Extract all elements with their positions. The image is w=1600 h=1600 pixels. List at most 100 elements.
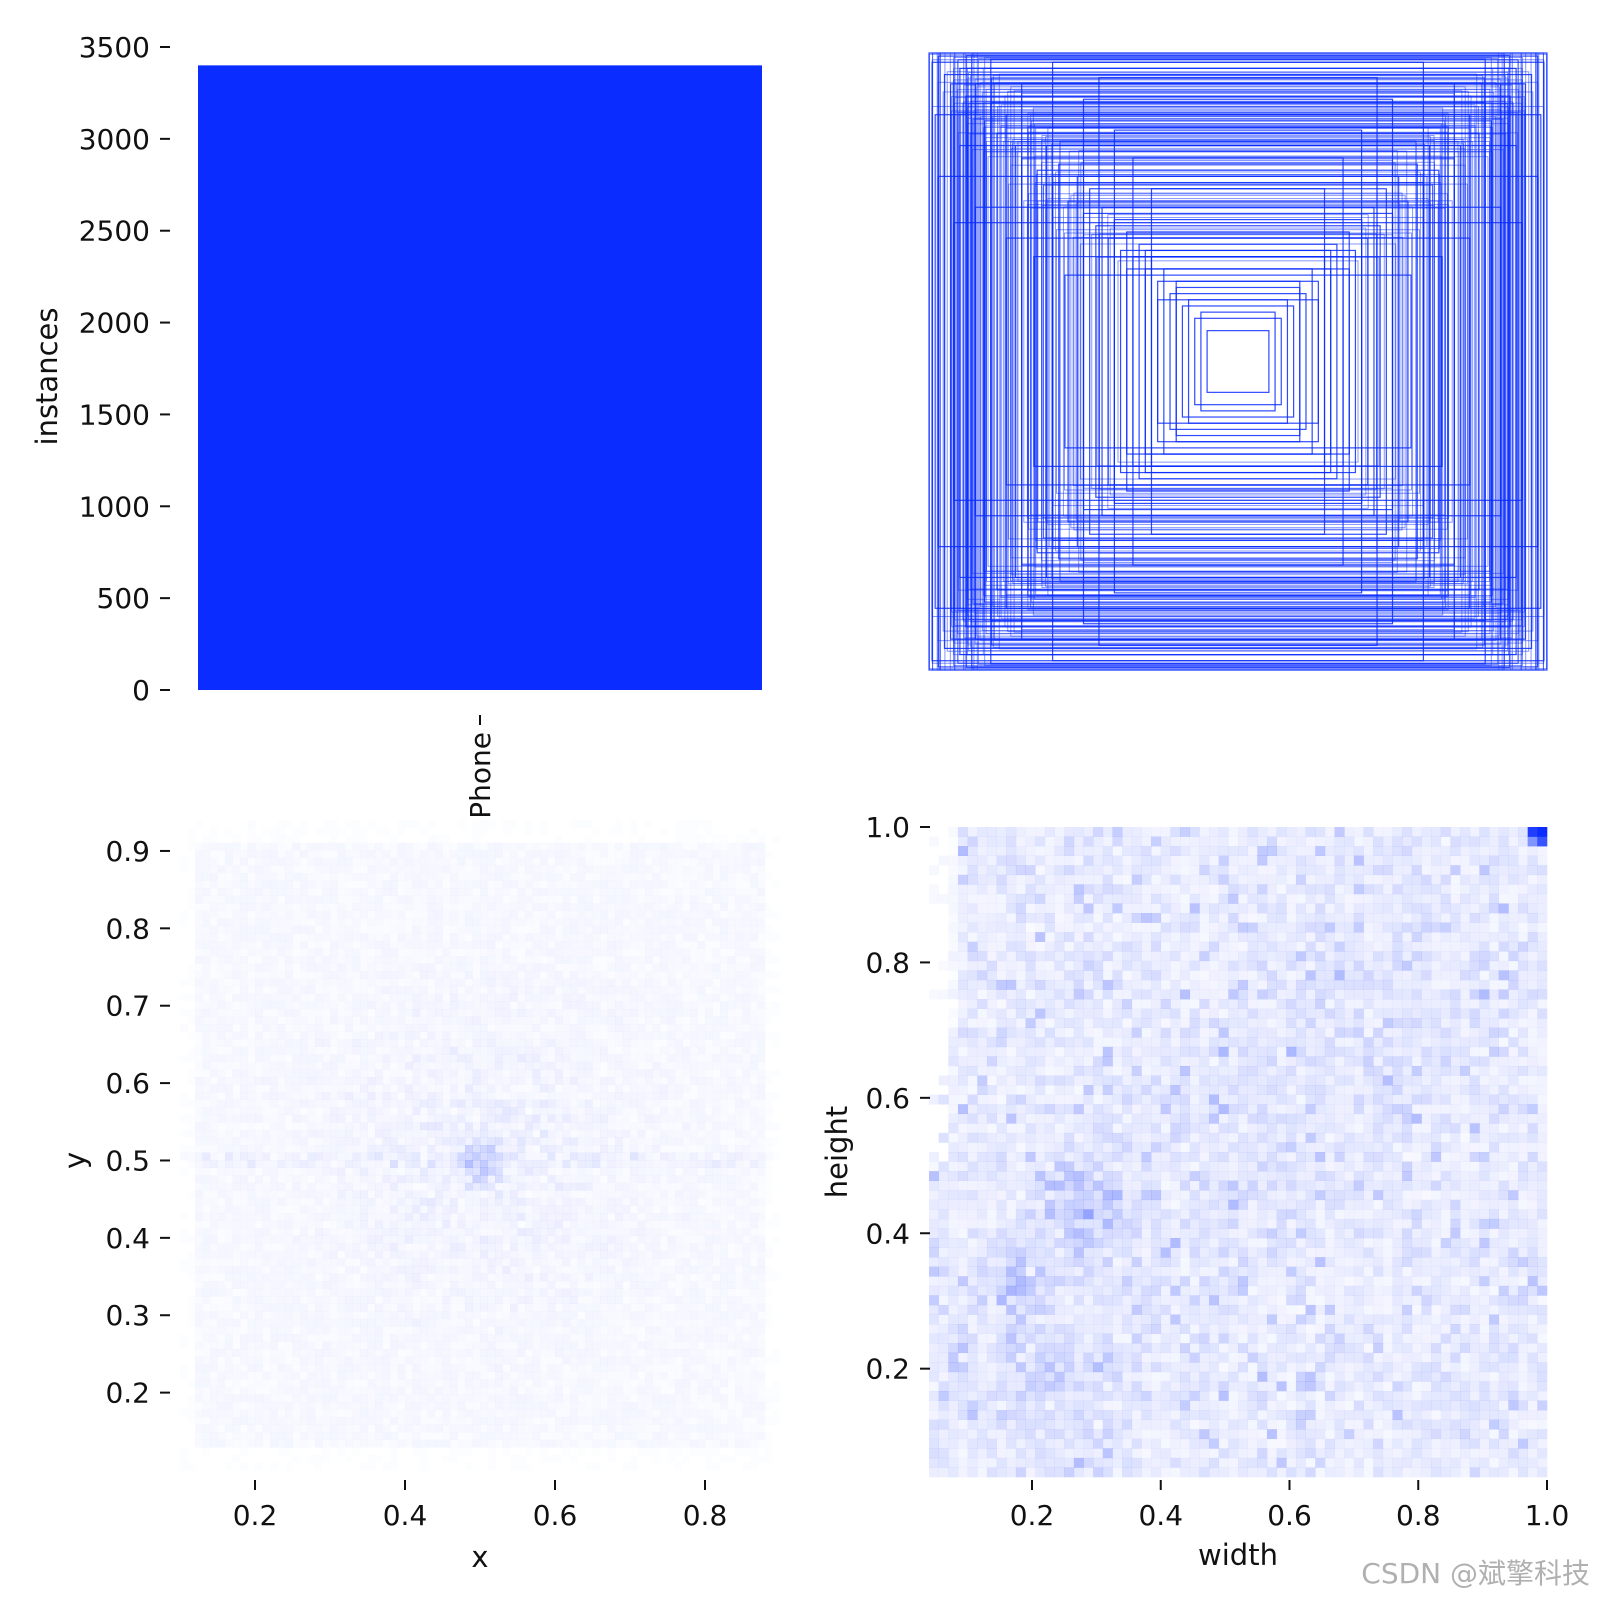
heat-cell bbox=[233, 880, 241, 888]
heat-cell bbox=[202, 1107, 211, 1116]
heat-cell bbox=[308, 880, 316, 888]
heat-cell bbox=[405, 895, 413, 904]
box-outline bbox=[1078, 150, 1398, 573]
heat-cell bbox=[450, 1046, 458, 1055]
heat-cell bbox=[300, 1379, 308, 1388]
heat-cell bbox=[398, 820, 406, 828]
heat-cell bbox=[285, 1145, 293, 1153]
heat-cell bbox=[458, 941, 466, 949]
heat-cell bbox=[443, 888, 451, 896]
heat-cell bbox=[188, 903, 196, 911]
heat-cell bbox=[495, 1167, 503, 1176]
heat-cell bbox=[458, 1440, 466, 1448]
heat-cell bbox=[473, 979, 481, 987]
heat-cell bbox=[563, 858, 571, 866]
heat-cell bbox=[248, 873, 256, 881]
heat-cell bbox=[578, 1145, 586, 1153]
heat-cell bbox=[420, 926, 428, 934]
heat-cell bbox=[502, 1084, 511, 1093]
heat-cell bbox=[563, 1379, 571, 1387]
heat-cell bbox=[412, 1220, 421, 1229]
heat-cell bbox=[375, 880, 383, 888]
heat-cell bbox=[487, 986, 496, 995]
heat-cell bbox=[480, 1099, 488, 1108]
heat-cell bbox=[585, 1319, 593, 1327]
heat-cell bbox=[405, 1243, 413, 1251]
heat-cell bbox=[180, 858, 188, 866]
heat-cell bbox=[435, 1076, 443, 1085]
heat-cell bbox=[263, 896, 271, 904]
box-outline bbox=[956, 89, 1520, 634]
heat-cell bbox=[413, 1085, 421, 1093]
heat-cell bbox=[398, 1281, 406, 1289]
heat-cell bbox=[443, 1379, 451, 1387]
heat-cell bbox=[353, 1085, 361, 1093]
heat-cell bbox=[195, 1168, 203, 1176]
heat-cell bbox=[578, 1425, 586, 1433]
heat-cell bbox=[233, 1062, 241, 1070]
heat-cell bbox=[255, 1114, 263, 1123]
heat-cell bbox=[293, 1092, 301, 1100]
heat-cell bbox=[443, 1417, 451, 1425]
heat-cell bbox=[232, 1182, 241, 1191]
heat-cell bbox=[240, 1326, 248, 1334]
heat-cell bbox=[608, 873, 616, 881]
heat-cell bbox=[248, 1001, 256, 1009]
heat-cell bbox=[375, 1031, 383, 1040]
heat-cell bbox=[315, 1439, 323, 1448]
heat-cell bbox=[278, 1077, 286, 1085]
heat-cell bbox=[615, 1319, 623, 1327]
heat-cell bbox=[233, 1100, 241, 1108]
heat-cell bbox=[225, 964, 233, 972]
heat-cell bbox=[270, 1160, 278, 1168]
heat-cell bbox=[315, 888, 323, 896]
heat-cell bbox=[488, 1221, 496, 1229]
heat-cell bbox=[315, 1107, 323, 1115]
heat-cell bbox=[338, 1432, 346, 1440]
heat-cell bbox=[510, 926, 518, 934]
heat-cell bbox=[570, 964, 578, 972]
heat-cell bbox=[398, 873, 406, 881]
heat-cell bbox=[533, 896, 541, 904]
heat-cell bbox=[540, 1039, 548, 1048]
heat-cell bbox=[600, 1046, 608, 1055]
heat-cell bbox=[360, 1228, 368, 1236]
heat-cell bbox=[465, 1288, 473, 1297]
heat-cell bbox=[330, 1183, 338, 1191]
heat-cell bbox=[518, 918, 526, 926]
heat-cell bbox=[615, 1334, 623, 1342]
heat-cell bbox=[457, 1243, 466, 1252]
heat-cell bbox=[382, 956, 391, 964]
heat-cell bbox=[203, 1394, 211, 1402]
heat-cell bbox=[405, 1250, 413, 1259]
heat-cell bbox=[420, 1017, 428, 1025]
heat-cell bbox=[210, 1153, 218, 1161]
heat-cell bbox=[270, 1076, 278, 1085]
heat-cell bbox=[330, 1001, 338, 1009]
box-outline bbox=[987, 156, 1489, 567]
heat-cell bbox=[322, 956, 331, 964]
heat-cell bbox=[390, 1115, 398, 1123]
heat-cell bbox=[540, 1069, 548, 1077]
heat-cell bbox=[465, 1182, 473, 1191]
heat-cell bbox=[308, 1137, 316, 1145]
box-outline bbox=[1089, 188, 1387, 535]
heat-cell bbox=[517, 1281, 526, 1289]
heat-cell bbox=[540, 1410, 548, 1418]
heat-cell bbox=[315, 1417, 323, 1425]
heat-cell bbox=[570, 850, 578, 858]
heat-cell bbox=[285, 1333, 293, 1342]
heat-cell bbox=[375, 1311, 383, 1319]
heat-cell bbox=[585, 1129, 593, 1138]
heat-cell bbox=[270, 903, 278, 911]
heat-cell bbox=[398, 994, 406, 1002]
heat-cell bbox=[367, 1333, 376, 1342]
heat-cell bbox=[503, 858, 511, 866]
heat-cell bbox=[548, 880, 556, 888]
heat-cell bbox=[315, 1047, 323, 1055]
heat-cell bbox=[218, 903, 226, 911]
heat-cell bbox=[247, 1160, 256, 1168]
heat-cell bbox=[585, 1341, 593, 1350]
heat-cell bbox=[353, 1273, 361, 1281]
heat-cell bbox=[300, 1266, 308, 1274]
